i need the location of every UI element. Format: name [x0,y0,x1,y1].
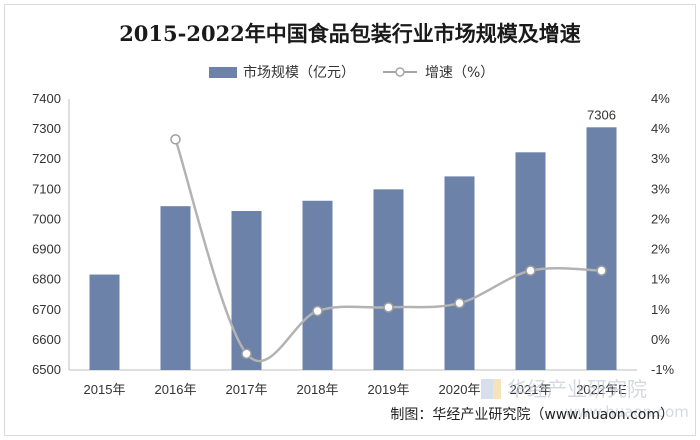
growth-point [454,297,465,309]
y-left-tick-label: 6900 [32,242,61,257]
y-right-tick-label: 2% [651,242,670,257]
y-right-tick-label: 3% [651,181,670,196]
bar [231,211,262,370]
legend-swatch-market-size [209,67,237,78]
y-left-tick-label: 7300 [32,121,61,136]
growth-point [241,348,252,359]
bar [89,274,120,370]
watermark-text: 华经产业研究院 [507,377,647,401]
legend-marker-growth [395,67,405,77]
legend-label-market-size: 市场规模（亿元） [243,64,355,81]
y-right-tick-label: 1% [651,302,670,317]
x-tick-label: 2017年 [226,382,268,397]
data-labels: 7306 [587,107,616,122]
y-right-tick-label: 3% [651,151,670,166]
y-right-tick-label: 0% [651,332,670,347]
x-tick-label: 2018年 [297,382,339,397]
chart-title: 2015-2022年中国食品包装行业市场规模及增速 [119,21,581,46]
y-left-tick-label: 6700 [32,302,61,317]
combo-chart: 2015-2022年中国食品包装行业市场规模及增速 市场规模（亿元） 增速（%）… [32,21,689,423]
bar [302,200,333,370]
watermark: 华经产业研究院 www.huaon.com [481,377,689,421]
bar [373,189,404,370]
y-left-tick-label: 7200 [32,151,61,166]
y-left-tick-label: 7400 [32,91,61,106]
watermark-logo-icon [481,379,493,399]
x-tick-label: 2021年 [510,382,552,397]
bar [160,206,191,370]
growth-line [174,138,602,363]
growth-point [170,134,181,145]
bar [586,127,617,370]
bar-series-market-size [89,127,617,370]
y-left-tick-label: 6800 [32,272,61,287]
y-right-tick-label: -1% [651,362,675,377]
growth-point [383,302,394,313]
legend: 市场规模（亿元） 增速（%） [209,64,494,81]
source-note: 制图：华经产业研究院（www.huaon.com） [390,407,674,423]
y-right-tick-label: 4% [651,91,670,106]
x-axis-ticks: 2015年 2016年 2017年 2018年 2019年 2020年 2021年 2022年… [84,382,628,397]
growth-point [525,265,536,276]
line-series-growth [170,134,607,363]
y-axis-left-ticks: 6500 6600 6700 6800 6900 7000 7100 7200 7300 7400 [32,91,61,377]
y-axis-right-ticks: -1% 0% 1% 1% 2% 2% 3% 3% 4% 4% [651,91,675,377]
bar-data-label: 7306 [587,107,616,122]
chart-frame: 2015-2022年中国食品包装行业市场规模及增速 市场规模（亿元） 增速（%）… [4,4,696,436]
watermark-url: www.huaon.com [565,403,689,421]
y-left-tick-label: 7000 [32,211,61,226]
growth-point [312,305,323,317]
x-tick-label: 2016年 [155,382,197,397]
y-left-tick-label: 6600 [32,332,61,347]
y-left-tick-label: 7100 [32,181,61,196]
y-right-tick-label: 2% [651,211,670,226]
y-left-tick-label: 6500 [32,362,61,377]
x-tick-label: 2020年 [439,382,481,397]
y-right-tick-label: 1% [651,272,670,287]
x-tick-label: 2015年 [84,382,126,397]
legend-label-growth: 增速（%） [425,65,494,81]
bar [444,176,475,370]
growth-point [596,265,607,276]
bar [515,152,546,370]
x-tick-label: 2022年E [576,382,627,397]
y-right-tick-label: 4% [651,121,670,136]
x-tick-label: 2019年 [368,382,410,397]
